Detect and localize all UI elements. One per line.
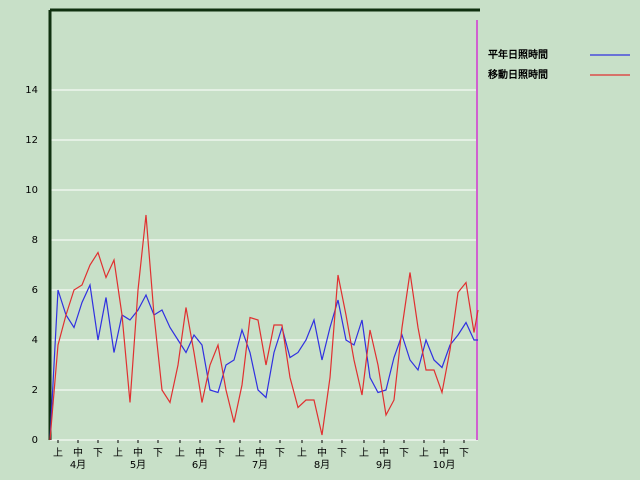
x-tick-label: 中 — [317, 446, 327, 459]
x-tick-label: 上 — [419, 447, 429, 459]
x-tick-label: 上 — [359, 447, 369, 459]
month-label: 5月 — [130, 459, 146, 471]
x-tick-label: 中 — [195, 446, 205, 459]
x-tick-label: 下 — [337, 448, 347, 459]
y-tick-label: 14 — [25, 85, 38, 96]
month-label: 9月 — [376, 459, 392, 471]
y-tick-label: 6 — [32, 285, 38, 296]
x-tick-label: 下 — [93, 448, 103, 459]
x-tick-label: 中 — [255, 446, 265, 459]
legend-label: 移動日照時間 — [488, 68, 548, 81]
x-tick-label: 下 — [153, 448, 163, 459]
month-label: 6月 — [192, 459, 208, 471]
y-tick-label: 10 — [25, 185, 38, 196]
x-tick-label: 下 — [459, 448, 469, 459]
x-tick-label: 上 — [113, 447, 123, 459]
x-tick-label: 上 — [297, 447, 307, 459]
x-tick-label: 中 — [379, 446, 389, 459]
x-tick-label: 中 — [73, 446, 83, 459]
month-label: 8月 — [314, 459, 330, 471]
line-series — [49, 214, 479, 441]
x-tick-label: 上 — [235, 447, 245, 459]
x-tick-label: 中 — [439, 446, 449, 459]
x-tick-label: 下 — [399, 448, 409, 459]
x-tick-label: 上 — [175, 447, 185, 459]
line-series — [49, 282, 478, 441]
x-tick-label: 上 — [53, 447, 63, 459]
x-tick-label: 下 — [215, 448, 225, 459]
y-tick-label: 8 — [32, 235, 38, 246]
y-tick-label: 12 — [25, 135, 38, 146]
y-tick-label: 0 — [32, 435, 38, 446]
month-label: 4月 — [70, 459, 86, 471]
x-tick-label: 下 — [275, 448, 285, 459]
legend-label: 平年日照時間 — [488, 48, 548, 61]
y-tick-label: 2 — [32, 385, 38, 396]
month-label: 7月 — [252, 459, 268, 471]
month-label: 10月 — [433, 459, 456, 471]
y-tick-label: 4 — [32, 335, 38, 346]
x-tick-label: 中 — [133, 446, 143, 459]
